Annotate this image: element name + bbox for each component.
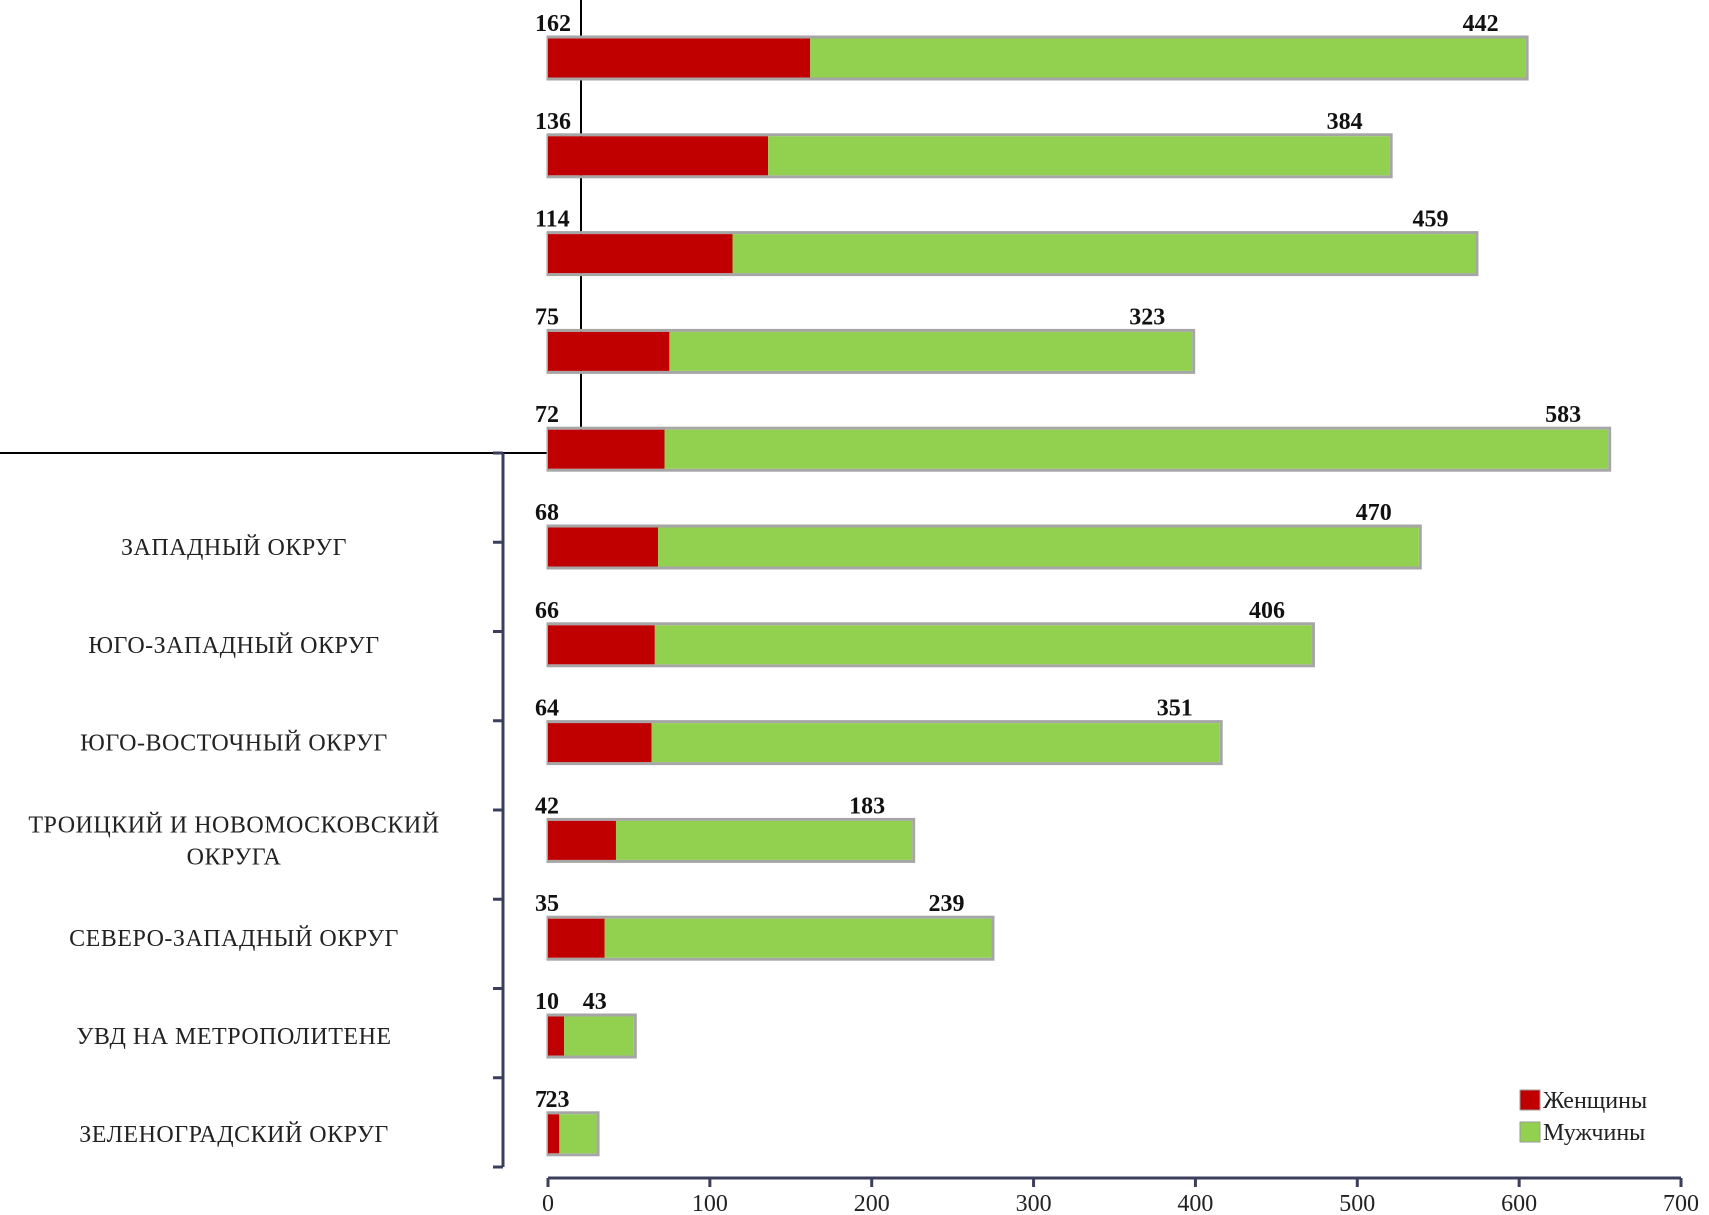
value-label-men: 323 [1129, 304, 1165, 330]
value-label-women: 66 [535, 598, 559, 624]
bar-segment-women [548, 234, 733, 274]
bar-segment-women [548, 527, 659, 567]
x-tick-label: 300 [1016, 1191, 1052, 1215]
bar-segment-women [548, 38, 811, 78]
bar-segment-men [615, 820, 913, 860]
bar-segment-women [548, 136, 769, 176]
value-label-women: 75 [535, 304, 559, 330]
value-label-women: 114 [535, 207, 570, 233]
bar-segment-women [548, 429, 665, 469]
bar-segment-women [548, 625, 655, 665]
legend: Женщины Мужчины [1519, 1088, 1647, 1146]
bar-segment-men [654, 625, 1312, 665]
bar-segment-men [810, 38, 1526, 78]
value-label-women: 136 [535, 109, 571, 135]
category-label: ТРОИЦКИЙ И НОВОМОСКОВСКИЙ ОКРУГА [28, 812, 439, 870]
category-label: ЮГО-ВОСТОЧНЫЙ ОКРУГ [80, 731, 388, 757]
value-label-men: 183 [849, 793, 885, 819]
category-labels: ЗАПАДНЫЙ ОКРУГ ЮГО-ЗАПАДНЫЙ ОКРУГ ЮГО-ВОСТ… [28, 535, 439, 1148]
legend-label-men: Мужчины [1543, 1120, 1645, 1146]
value-label-men: 406 [1249, 598, 1285, 624]
bar-segment-men [732, 234, 1476, 274]
x-tick-label: 700 [1663, 1191, 1699, 1215]
legend-label-women: Женщины [1543, 1088, 1647, 1114]
bar-segment-women [548, 1016, 565, 1056]
category-label: УВД НА МЕТРОПОЛИТЕНЕ [76, 1024, 391, 1050]
value-label-women: 42 [535, 793, 559, 819]
value-label-men: 23 [546, 1087, 570, 1113]
value-label-men: 442 [1463, 11, 1499, 37]
value-label-women: 10 [535, 989, 559, 1015]
value-label-men: 43 [583, 989, 607, 1015]
value-label-women: 7 [535, 1087, 547, 1113]
value-label-men: 583 [1545, 402, 1581, 428]
value-label-women: 35 [535, 891, 559, 917]
x-tick-label: 500 [1339, 1191, 1375, 1215]
category-label: ЗЕЛЕНОГРАДСКИЙ ОКРУГ [79, 1122, 388, 1148]
value-label-men: 239 [928, 891, 964, 917]
bar-segment-men [669, 331, 1193, 371]
value-label-men: 384 [1327, 109, 1363, 135]
bar-segment-women [548, 820, 616, 860]
legend-swatch-men [1519, 1121, 1541, 1143]
bar-segment-women [548, 1114, 560, 1154]
bar-segment-women [548, 918, 605, 958]
bar-segment-women [548, 723, 652, 763]
legend-swatch-women [1519, 1089, 1541, 1111]
value-label-women: 64 [535, 696, 559, 722]
bar-segment-men [658, 527, 1419, 567]
x-axis: 0 100 200 300 400 500 600 700 [542, 1176, 1699, 1215]
value-label-women: 162 [535, 11, 571, 37]
bar-segment-men [559, 1114, 597, 1154]
category-label: ЮГО-ЗАПАДНЫЙ ОКРУГ [88, 633, 379, 659]
value-labels: 162 442 136 384 114 459 75 323 72 583 68 470 66 406 64… [535, 11, 1581, 1113]
bars [546, 35, 1612, 1157]
x-tick-label: 600 [1501, 1191, 1537, 1215]
x-tick-label: 0 [542, 1191, 554, 1215]
x-tick-label: 100 [692, 1191, 728, 1215]
y-axis [493, 451, 505, 1169]
category-label: СЕВЕРО-ЗАПАДНЫЙ ОКРУГ [69, 926, 399, 952]
bar-segment-men [664, 429, 1609, 469]
bar-segment-men [604, 918, 992, 958]
overlay-lines [0, 0, 582, 454]
category-label: ЗАПАДНЫЙ ОКРУГ [121, 535, 347, 561]
bar-segment-men [651, 723, 1220, 763]
value-label-women: 68 [535, 500, 559, 526]
bar-segment-men [564, 1016, 634, 1056]
value-label-women: 72 [535, 402, 559, 428]
x-tick-label: 400 [1177, 1191, 1213, 1215]
value-label-men: 470 [1356, 500, 1392, 526]
bar-segment-women [548, 331, 670, 371]
value-label-men: 351 [1157, 696, 1193, 722]
bar-segment-men [768, 136, 1390, 176]
value-label-men: 459 [1412, 207, 1448, 233]
x-tick-label: 200 [854, 1191, 890, 1215]
